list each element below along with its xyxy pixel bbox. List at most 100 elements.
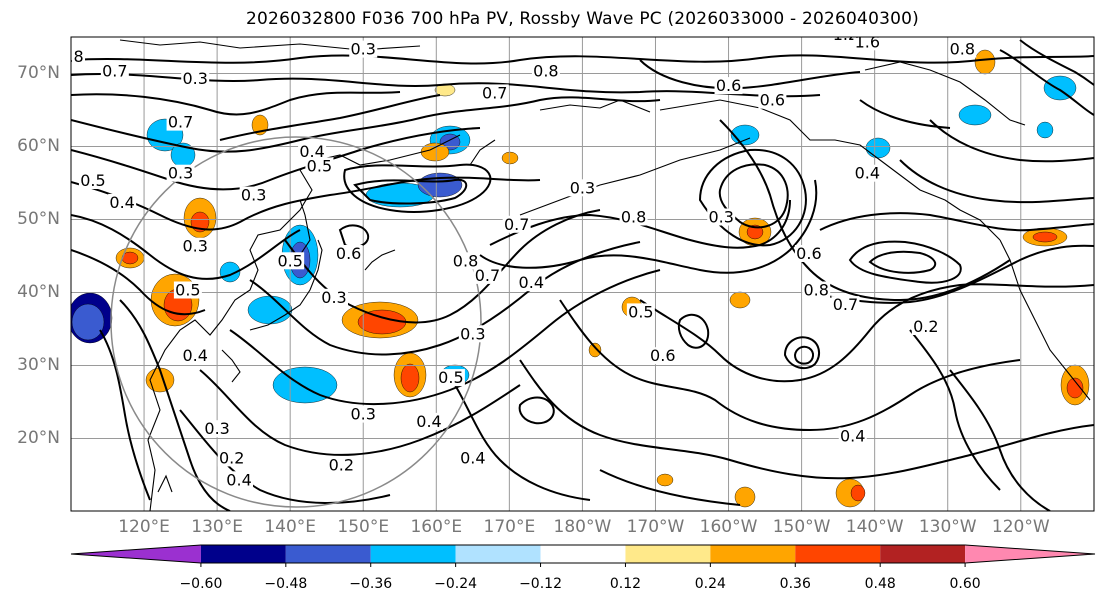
contour-label: 0.8 <box>950 40 975 59</box>
contour-label-bg <box>181 69 210 87</box>
colorbar-segment <box>370 545 456 563</box>
shading-patch <box>1036 121 1054 139</box>
contour-label-bg <box>181 237 210 255</box>
contour-label-bg <box>451 252 480 270</box>
shading-patch <box>400 363 420 393</box>
colorbar-tick-label: 0.48 <box>864 576 896 592</box>
pv-contour-line <box>454 384 591 501</box>
contour-label: 0.6 <box>716 76 741 95</box>
contour-label-bg <box>239 186 268 204</box>
longitude-label: 160°E <box>410 517 463 537</box>
latitude-label: 70°N <box>17 62 60 83</box>
contour-label: 0.5 <box>628 302 653 321</box>
pv-contour-line <box>249 241 641 356</box>
colorbar-tick-label: −0.12 <box>519 576 562 592</box>
pv-contour-line <box>793 345 814 365</box>
longitude-label: 120°E <box>118 517 170 537</box>
contour-label: 0.6 <box>336 244 361 263</box>
pv-contour-line <box>199 369 521 456</box>
latitude-label: 20°N <box>17 427 60 448</box>
colorbar-tick-label: −0.24 <box>434 576 478 592</box>
colorbar-segment <box>285 545 371 563</box>
contour-label-bg <box>707 208 736 226</box>
contour-label-bg <box>531 62 560 80</box>
colorbar-segment <box>795 545 881 563</box>
shading-patch <box>746 224 764 240</box>
pv-contour-line <box>859 99 951 129</box>
contour-label: 0.3 <box>182 237 207 256</box>
contour-label-bg <box>620 11 648 28</box>
contour-label: 0.5 <box>277 251 302 270</box>
contour-label: 1.2 <box>833 25 858 44</box>
pv-contour-line <box>229 269 661 406</box>
contour-label-bg <box>714 77 743 95</box>
contour-label: 0.5 <box>80 171 105 190</box>
latitude-label: 60°N <box>17 135 60 156</box>
contour-label-bg <box>831 37 860 43</box>
contour-label-bg <box>517 274 546 292</box>
pv-contour-line <box>219 94 441 141</box>
shading-patch <box>417 172 463 198</box>
longitude-label: 150°E <box>337 517 390 537</box>
contour-label: 0.3 <box>709 208 734 227</box>
contour-label: 0.3 <box>351 405 376 424</box>
pv-contours <box>71 39 1094 511</box>
pv-contour-line <box>71 96 661 153</box>
pv-contour-line <box>71 249 206 316</box>
shading-patch <box>734 486 756 508</box>
contour-label: 0.5 <box>307 156 332 175</box>
contour-label: 0.8 <box>58 47 83 66</box>
colorbar-tick-label: 0.12 <box>609 576 642 592</box>
pv-contour-line <box>518 396 555 425</box>
shading-patch <box>588 342 602 358</box>
pv-contour-line <box>783 336 821 370</box>
coastline <box>221 349 241 383</box>
contour-label-bg <box>217 449 246 467</box>
coastline <box>519 137 751 216</box>
contour-label: 0.4 <box>460 448 485 467</box>
contour-label: 0.3 <box>168 164 193 183</box>
pv-contour-line <box>99 329 151 501</box>
coastline <box>157 474 173 493</box>
contour-label: 0.3 <box>182 69 207 88</box>
contour-label-bg <box>181 347 210 365</box>
shading-patch <box>656 473 674 487</box>
pv-contour-line <box>489 199 791 249</box>
contour-label: 1.6 <box>855 32 880 51</box>
shading-patch <box>1066 377 1084 399</box>
pv-contour-line <box>899 159 1094 204</box>
contour-label-bg <box>225 471 254 489</box>
contour-label: 0.7 <box>475 266 500 285</box>
contour-label-bg <box>166 113 195 131</box>
contour-label-bg <box>480 84 509 102</box>
longitude-label: 140°W <box>845 517 904 537</box>
contour-label: 0.7 <box>482 83 507 102</box>
contour-labels: 0.8 0.7 0.3 0.3 0.4 0.5 0.3 0.4 0.5 0.3 0.7 0.8 0.5 0… <box>58 11 977 489</box>
coastline <box>659 99 1001 241</box>
contour-label: 0.6 <box>796 244 821 263</box>
contour-label-bg <box>436 369 465 387</box>
contour-label: 0.4 <box>416 412 441 431</box>
contour-label: 0.4 <box>182 346 207 365</box>
contour-label-bg <box>758 91 787 109</box>
contour-label-bg <box>71 47 85 65</box>
contour-label: 0.8 <box>533 62 558 81</box>
longitude-label: 140°E <box>264 517 317 537</box>
latitude-label: 40°N <box>17 281 60 302</box>
pv-contour-line <box>698 148 807 247</box>
pv-contour-line <box>929 119 1094 163</box>
contour-label-bg <box>166 164 195 182</box>
latitude-label: 50°N <box>17 208 60 229</box>
contour-label: 0.3 <box>321 288 346 307</box>
contour-label-bg <box>276 252 305 270</box>
contour-label: 0.4 <box>855 164 880 183</box>
contour-label: 0.3 <box>241 186 266 205</box>
pv-contour-line <box>949 369 1051 511</box>
contour-label: 0.2 <box>913 317 938 336</box>
contour-label-bg <box>502 215 531 233</box>
pv-contour-line <box>868 250 937 274</box>
contour-label: 0.7 <box>504 215 529 234</box>
pv-contour-line <box>719 119 1011 302</box>
pv-contour-line <box>179 409 391 504</box>
coastline <box>147 134 461 511</box>
